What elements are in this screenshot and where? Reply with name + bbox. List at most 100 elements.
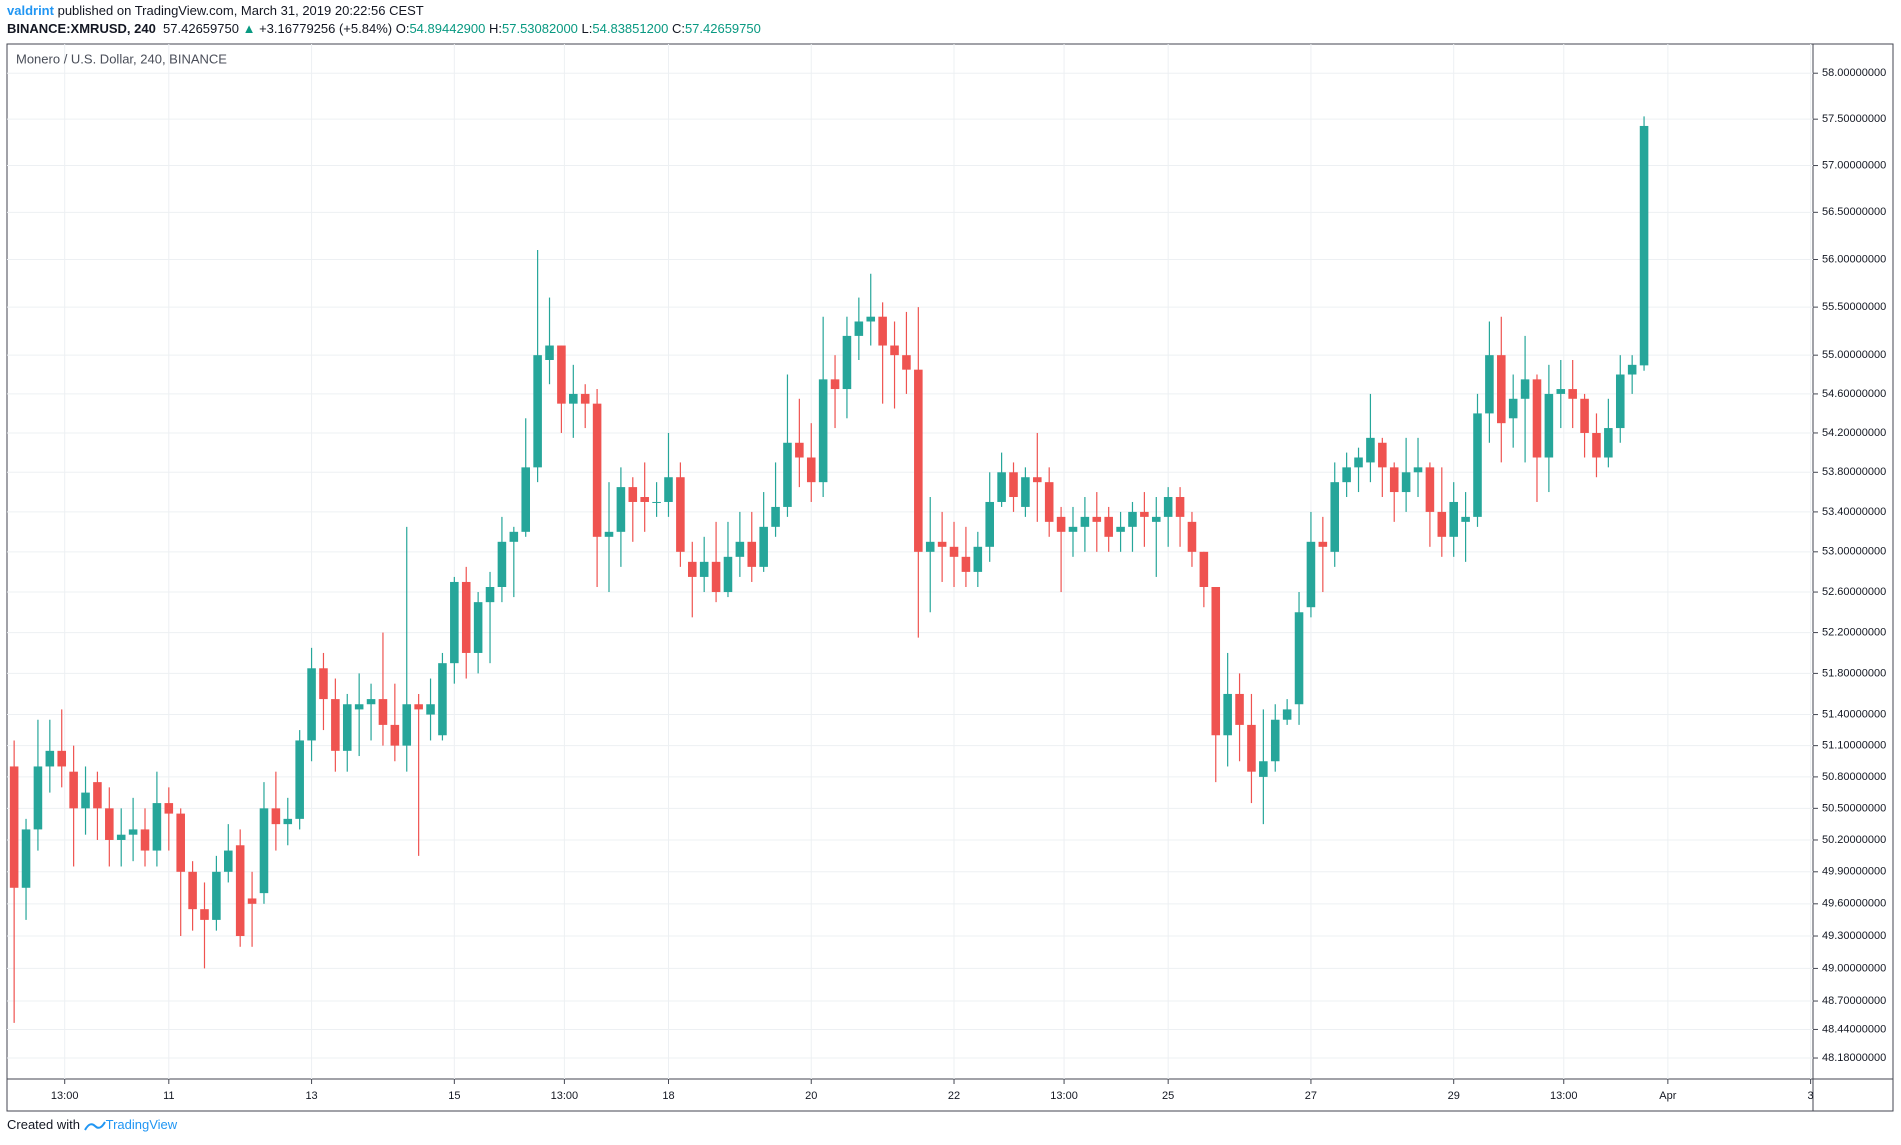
candle-body [723,556,733,593]
candle-body [497,541,507,587]
header: valdrint published on TradingView.com, M… [7,2,761,38]
candle-body [1009,472,1018,498]
candle-body [116,834,126,840]
candle-body [9,766,19,888]
candle-body [485,586,495,603]
candle-body [652,501,661,503]
candle-body [676,477,685,552]
candle-body [21,829,31,888]
x-tick-label: 13:00 [51,1090,79,1102]
candle-body [1199,551,1209,587]
candle-body [1615,374,1625,429]
y-tick-label: 56.00000000 [1822,253,1886,265]
y-tick-label: 51.80000000 [1822,667,1886,679]
y-tick-label: 50.80000000 [1822,771,1886,783]
y-tick-label: 50.50000000 [1822,802,1886,814]
candle-body [783,442,792,507]
candle-body [640,497,649,502]
candle-body [878,316,887,346]
x-tick-label: 20 [805,1090,817,1102]
candle-body [1128,511,1137,527]
candle-body [1592,432,1601,458]
published: published on TradingView.com, March 31, … [57,3,424,18]
candle-body [1520,379,1530,399]
y-tick-label: 58.00000000 [1822,67,1886,79]
candle-body [366,699,376,705]
y-tick-label: 48.44000000 [1822,1023,1886,1035]
candle-body [569,393,578,404]
candle-body [747,541,757,567]
candle-body [1235,693,1244,725]
candle-body [224,850,233,872]
candle-body [342,704,352,751]
candle-body [818,379,828,483]
candle-body [1044,482,1054,522]
candle-body [1282,709,1292,720]
footer-brand[interactable]: TradingView [105,1117,178,1132]
candle-body [1247,724,1256,772]
ohlc-value: 57.53082000 [502,21,578,36]
chart-frame [6,43,1894,1112]
candle-body [1508,398,1518,419]
x-tick-label: 27 [1305,1090,1317,1102]
candle-body [1532,379,1542,458]
candle-body [616,487,626,532]
x-tick-label: 18 [662,1090,674,1102]
candle-body [1485,355,1494,414]
candle-body [664,477,673,502]
candle-body [1104,516,1113,537]
candle-body [450,581,459,664]
candle-body [81,792,90,809]
candle-body [973,546,983,572]
candle-body [759,526,768,567]
publish-line: valdrint published on TradingView.com, M… [7,2,761,20]
candle-body [1544,393,1554,458]
x-tick-label: Apr [1659,1090,1676,1102]
y-tick-label: 57.00000000 [1822,159,1886,171]
candle-body [557,345,566,404]
x-tick-label: 22 [948,1090,960,1102]
y-tick-label: 50.20000000 [1822,834,1886,846]
candle-body [1151,516,1161,522]
y-tick-label: 49.00000000 [1822,962,1886,974]
symbol: BINANCE:XMRUSD, 240 [7,21,156,36]
candle-body [33,766,43,830]
y-tick-label: 49.30000000 [1822,930,1886,942]
y-tick-label: 52.60000000 [1822,586,1886,598]
candle-body [212,871,221,920]
x-tick-label: 13 [305,1090,317,1102]
candle-body [545,345,554,360]
logo [83,1121,106,1131]
candle-body [164,803,174,814]
candle-body [1068,526,1078,532]
change: +3.16779256 (+5.84%) [259,21,393,36]
candle-body [1437,511,1447,537]
y-tick-label: 54.60000000 [1822,388,1886,400]
y-tick-label: 52.20000000 [1822,626,1886,638]
candle-body [152,803,162,851]
candle-body [1306,541,1316,608]
footer: Created with TradingView [7,1117,177,1132]
candle-body [699,561,709,577]
candle-body [1378,442,1387,468]
candle-body [259,808,269,894]
candle-body [842,335,852,390]
y-tick-label: 57.50000000 [1822,113,1886,125]
candle-body [592,403,602,537]
candle-body [771,506,780,527]
candle-body [949,546,959,557]
author[interactable]: valdrint [7,3,54,18]
candle-body [295,740,304,819]
candle-body [1270,719,1280,762]
candle-body [1211,586,1221,736]
candle-body [188,871,197,910]
candle-body [961,556,971,572]
candle-body [271,808,281,825]
ohlc-key: L: [581,21,593,36]
y-tick-label: 55.00000000 [1822,349,1886,361]
candle-body [461,581,471,653]
candle-body [438,663,447,736]
candle-body [1116,526,1125,532]
candle-body [1223,693,1232,736]
y-tick-label: 56.50000000 [1822,206,1886,218]
